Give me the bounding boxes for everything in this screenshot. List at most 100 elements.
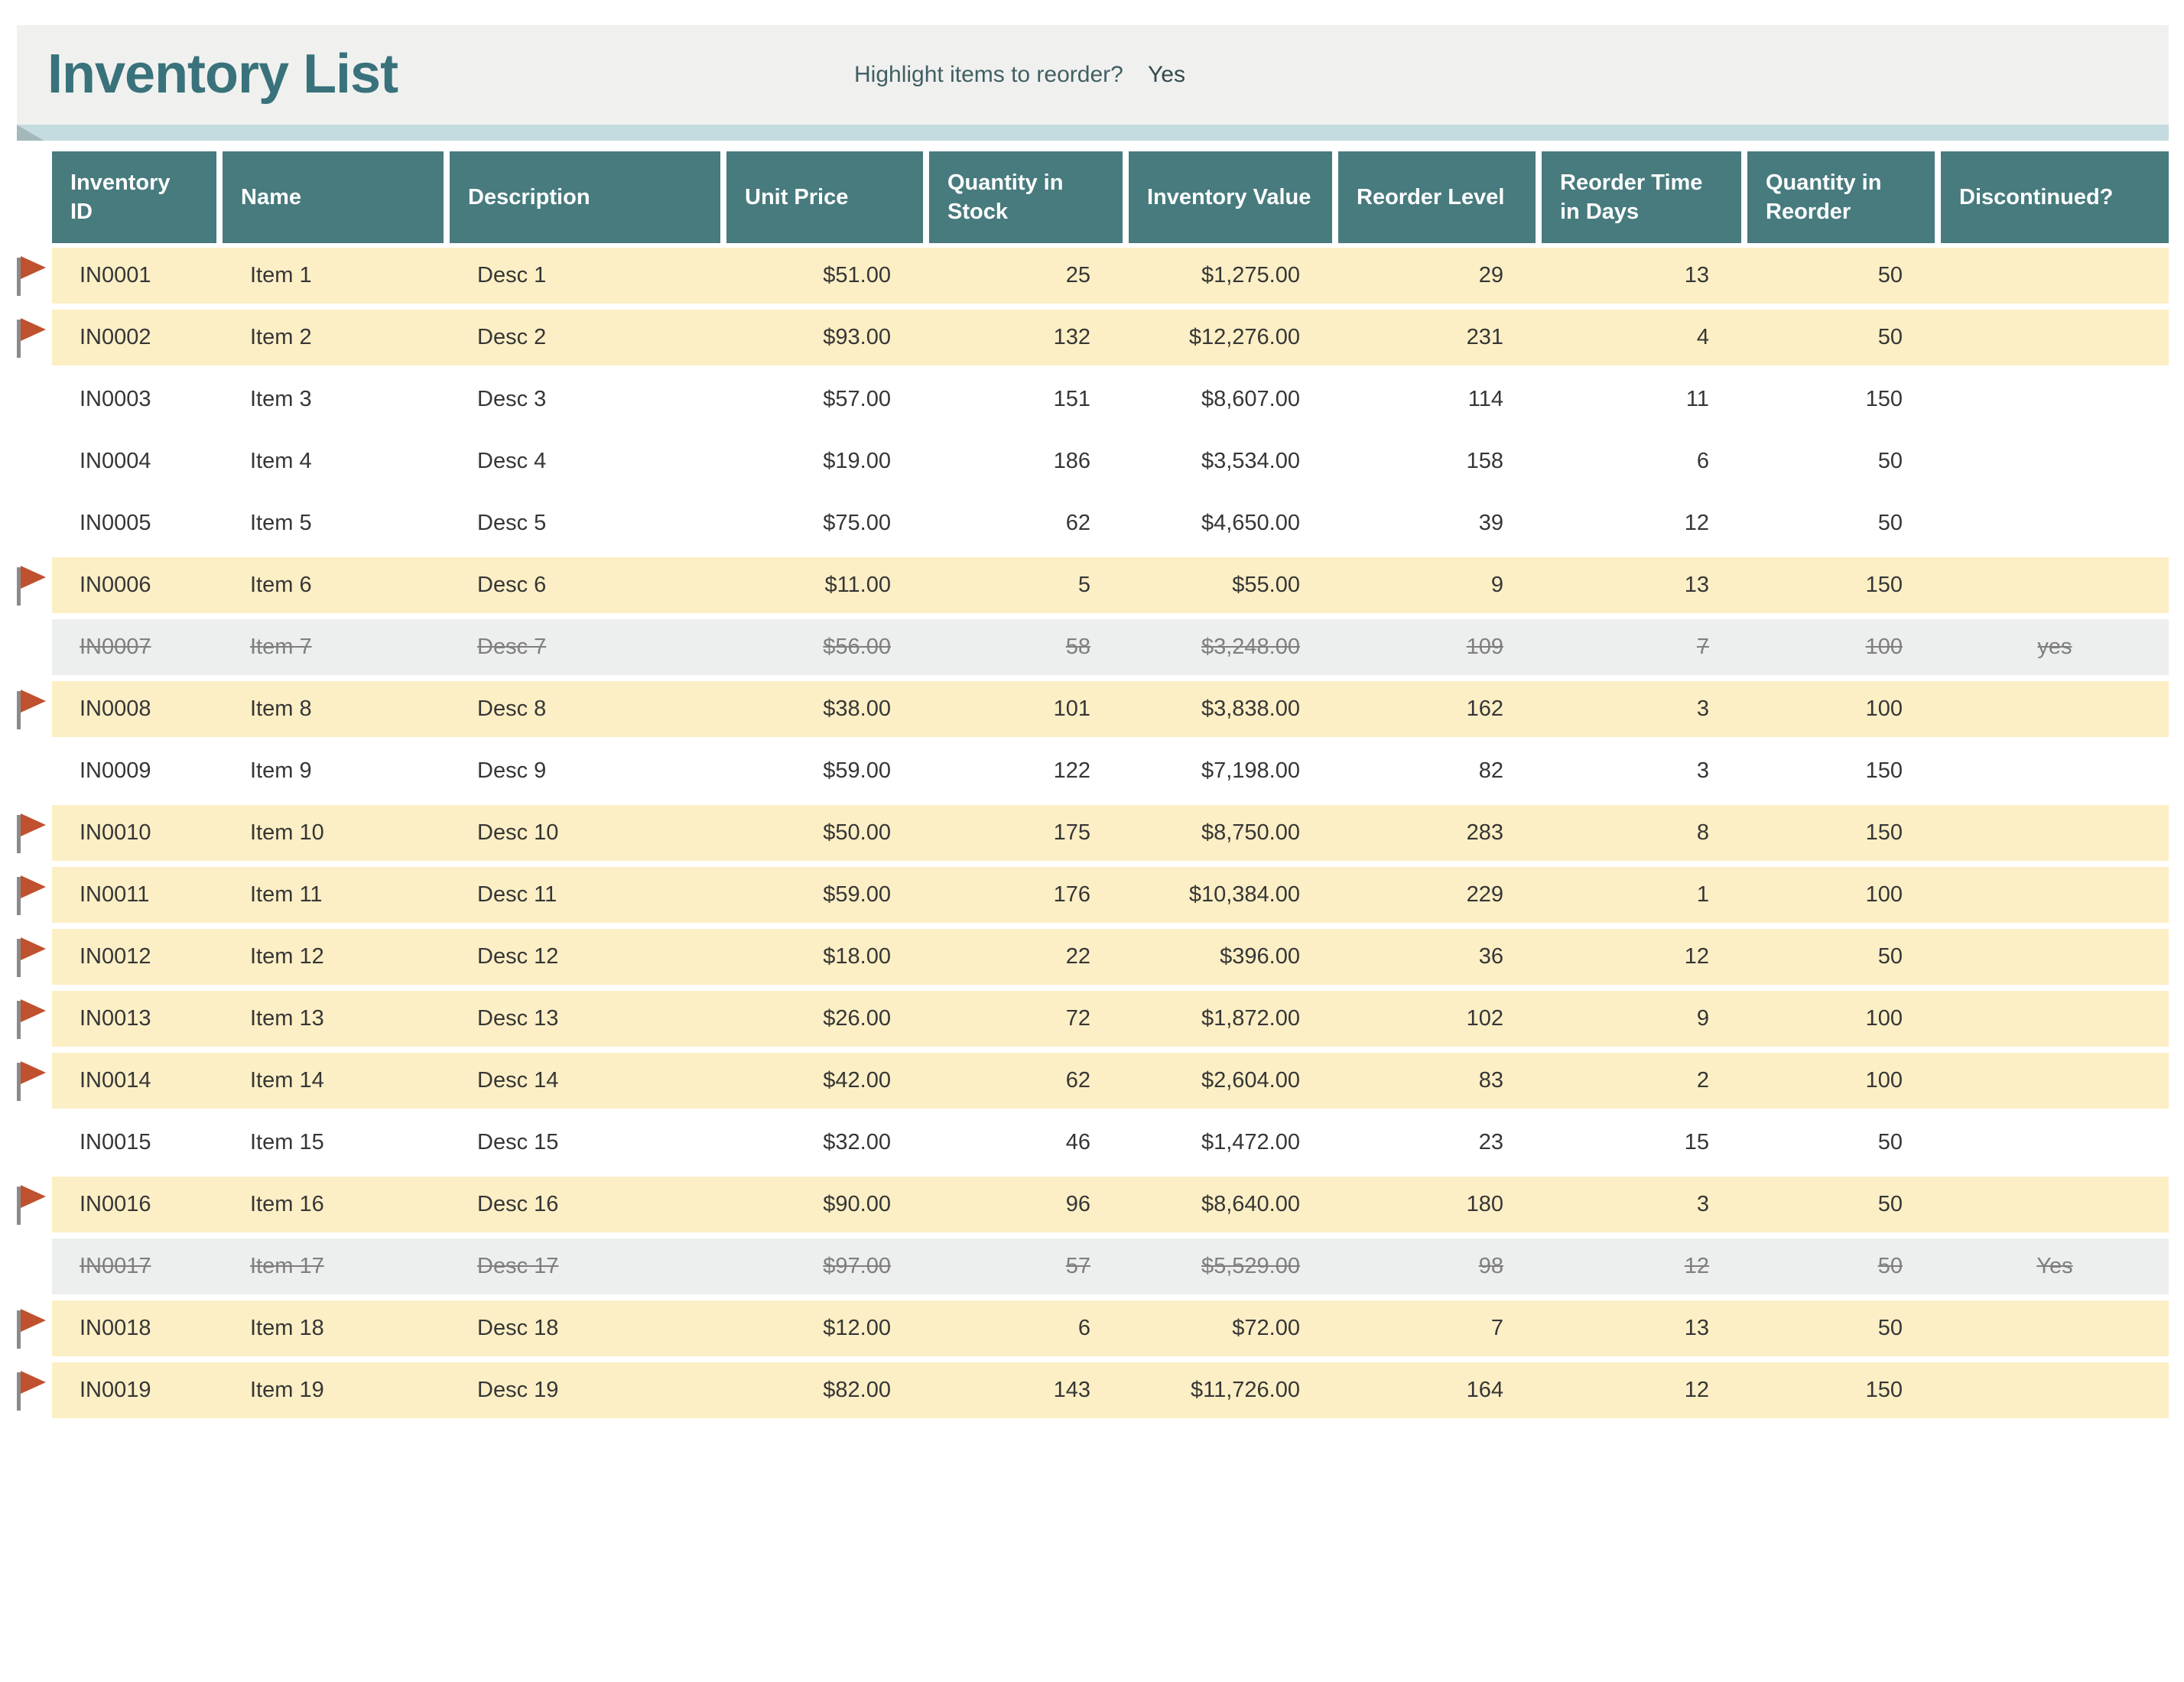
cell[interactable]: 283 (1466, 820, 1503, 845)
cell[interactable]: Desc 17 (477, 1254, 559, 1278)
cell[interactable]: 4 (1696, 325, 1709, 349)
cell[interactable]: $8,750.00 (1201, 820, 1300, 845)
cell[interactable]: IN0006 (80, 573, 151, 597)
cell[interactable]: 62 (1065, 1068, 1090, 1093)
cell[interactable]: 150 (1865, 573, 1903, 597)
cell[interactable]: Yes (2036, 1254, 2073, 1278)
cell[interactable]: IN0010 (80, 820, 151, 845)
cell[interactable]: Desc 1 (477, 263, 547, 287)
cell[interactable]: 15 (1684, 1130, 1709, 1154)
cell[interactable]: IN0015 (80, 1130, 151, 1154)
cell[interactable]: $97.00 (823, 1254, 891, 1278)
cell[interactable]: Item 2 (250, 325, 312, 349)
cell[interactable]: Item 4 (250, 449, 312, 473)
cell[interactable]: $26.00 (823, 1006, 891, 1031)
cell[interactable]: 39 (1478, 511, 1503, 535)
cell[interactable]: 1 (1696, 882, 1709, 907)
cell[interactable]: 96 (1065, 1192, 1090, 1216)
cell[interactable]: Desc 19 (477, 1378, 559, 1402)
cell[interactable]: Desc 6 (477, 573, 547, 597)
cell[interactable]: Item 10 (250, 820, 324, 845)
cell[interactable]: $42.00 (823, 1068, 891, 1093)
cell[interactable]: $8,640.00 (1201, 1192, 1300, 1216)
cell[interactable]: 151 (1053, 387, 1090, 411)
cell[interactable]: $7,198.00 (1201, 758, 1300, 783)
cell[interactable]: 29 (1478, 263, 1503, 287)
cell[interactable]: $12,276.00 (1188, 325, 1300, 349)
cell[interactable]: $3,534.00 (1201, 449, 1300, 473)
cell[interactable]: 143 (1053, 1378, 1090, 1402)
cell[interactable]: IN0019 (80, 1378, 151, 1402)
cell[interactable]: $59.00 (823, 882, 891, 907)
cell[interactable]: IN0004 (80, 449, 151, 473)
cell[interactable]: IN0018 (80, 1316, 151, 1340)
cell[interactable]: 12 (1684, 1378, 1709, 1402)
cell[interactable]: IN0009 (80, 758, 151, 783)
cell[interactable]: 175 (1053, 820, 1090, 845)
cell[interactable]: Desc 7 (477, 635, 547, 659)
cell[interactable]: Desc 9 (477, 758, 547, 783)
cell[interactable]: 72 (1065, 1006, 1090, 1031)
cell[interactable]: $1,872.00 (1201, 1006, 1300, 1031)
cell[interactable]: $11,726.00 (1191, 1378, 1300, 1402)
cell[interactable]: Item 5 (250, 511, 312, 535)
cell[interactable]: 6 (1077, 1316, 1090, 1340)
cell[interactable]: $4,650.00 (1201, 511, 1300, 535)
cell[interactable]: $32.00 (823, 1130, 891, 1154)
cell[interactable]: yes (2037, 635, 2072, 659)
cell[interactable]: $55.00 (1232, 573, 1300, 597)
cell[interactable]: IN0017 (80, 1254, 151, 1278)
cell[interactable]: 114 (1467, 387, 1503, 411)
cell[interactable]: Desc 13 (477, 1006, 559, 1031)
cell[interactable]: IN0014 (80, 1068, 151, 1093)
cell[interactable]: 13 (1684, 1316, 1709, 1340)
cell[interactable]: $8,607.00 (1201, 387, 1300, 411)
cell[interactable]: 12 (1684, 511, 1709, 535)
cell[interactable]: 7 (1696, 635, 1709, 659)
cell[interactable]: 7 (1490, 1316, 1503, 1340)
cell[interactable]: 98 (1478, 1254, 1503, 1278)
cell[interactable]: 100 (1865, 1006, 1903, 1031)
cell[interactable]: $90.00 (823, 1192, 891, 1216)
cell[interactable]: IN0002 (80, 325, 151, 349)
cell[interactable]: 13 (1684, 263, 1709, 287)
cell[interactable]: 3 (1696, 1192, 1709, 1216)
cell[interactable]: Desc 18 (477, 1316, 559, 1340)
cell[interactable]: Desc 14 (477, 1068, 559, 1093)
cell[interactable]: 3 (1696, 697, 1709, 721)
cell[interactable]: 158 (1466, 449, 1503, 473)
cell[interactable]: $12.00 (823, 1316, 891, 1340)
cell[interactable]: Item 9 (250, 758, 312, 783)
cell[interactable]: 50 (1877, 1130, 1903, 1154)
cell[interactable]: $50.00 (823, 820, 891, 845)
cell[interactable]: $56.00 (823, 635, 891, 659)
cell[interactable]: $51.00 (823, 263, 891, 287)
cell[interactable]: 8 (1696, 820, 1709, 845)
cell[interactable]: 12 (1684, 944, 1709, 969)
cell[interactable]: Item 13 (250, 1006, 324, 1031)
cell[interactable]: Item 12 (250, 944, 324, 969)
cell[interactable]: IN0001 (80, 263, 151, 287)
cell[interactable]: 50 (1877, 325, 1903, 349)
cell[interactable]: 82 (1478, 758, 1503, 783)
cell[interactable]: IN0012 (80, 944, 151, 969)
cell[interactable]: 25 (1065, 263, 1090, 287)
cell[interactable]: 150 (1865, 758, 1903, 783)
cell[interactable]: 150 (1865, 820, 1903, 845)
cell[interactable]: Item 16 (250, 1192, 324, 1216)
cell[interactable]: 100 (1865, 882, 1903, 907)
cell[interactable]: 150 (1865, 387, 1903, 411)
cell[interactable]: $57.00 (823, 387, 891, 411)
cell[interactable]: Item 1 (250, 263, 312, 287)
cell[interactable]: Desc 8 (477, 697, 547, 721)
cell[interactable]: 50 (1877, 449, 1903, 473)
cell[interactable]: $82.00 (823, 1378, 891, 1402)
cell[interactable]: 62 (1065, 511, 1090, 535)
cell[interactable]: 150 (1865, 1378, 1903, 1402)
cell[interactable]: Desc 5 (477, 511, 547, 535)
cell[interactable]: $75.00 (823, 511, 891, 535)
cell[interactable]: 2 (1696, 1068, 1709, 1093)
cell[interactable]: 50 (1877, 511, 1903, 535)
cell[interactable]: Desc 11 (477, 882, 557, 907)
cell[interactable]: $2,604.00 (1201, 1068, 1300, 1093)
